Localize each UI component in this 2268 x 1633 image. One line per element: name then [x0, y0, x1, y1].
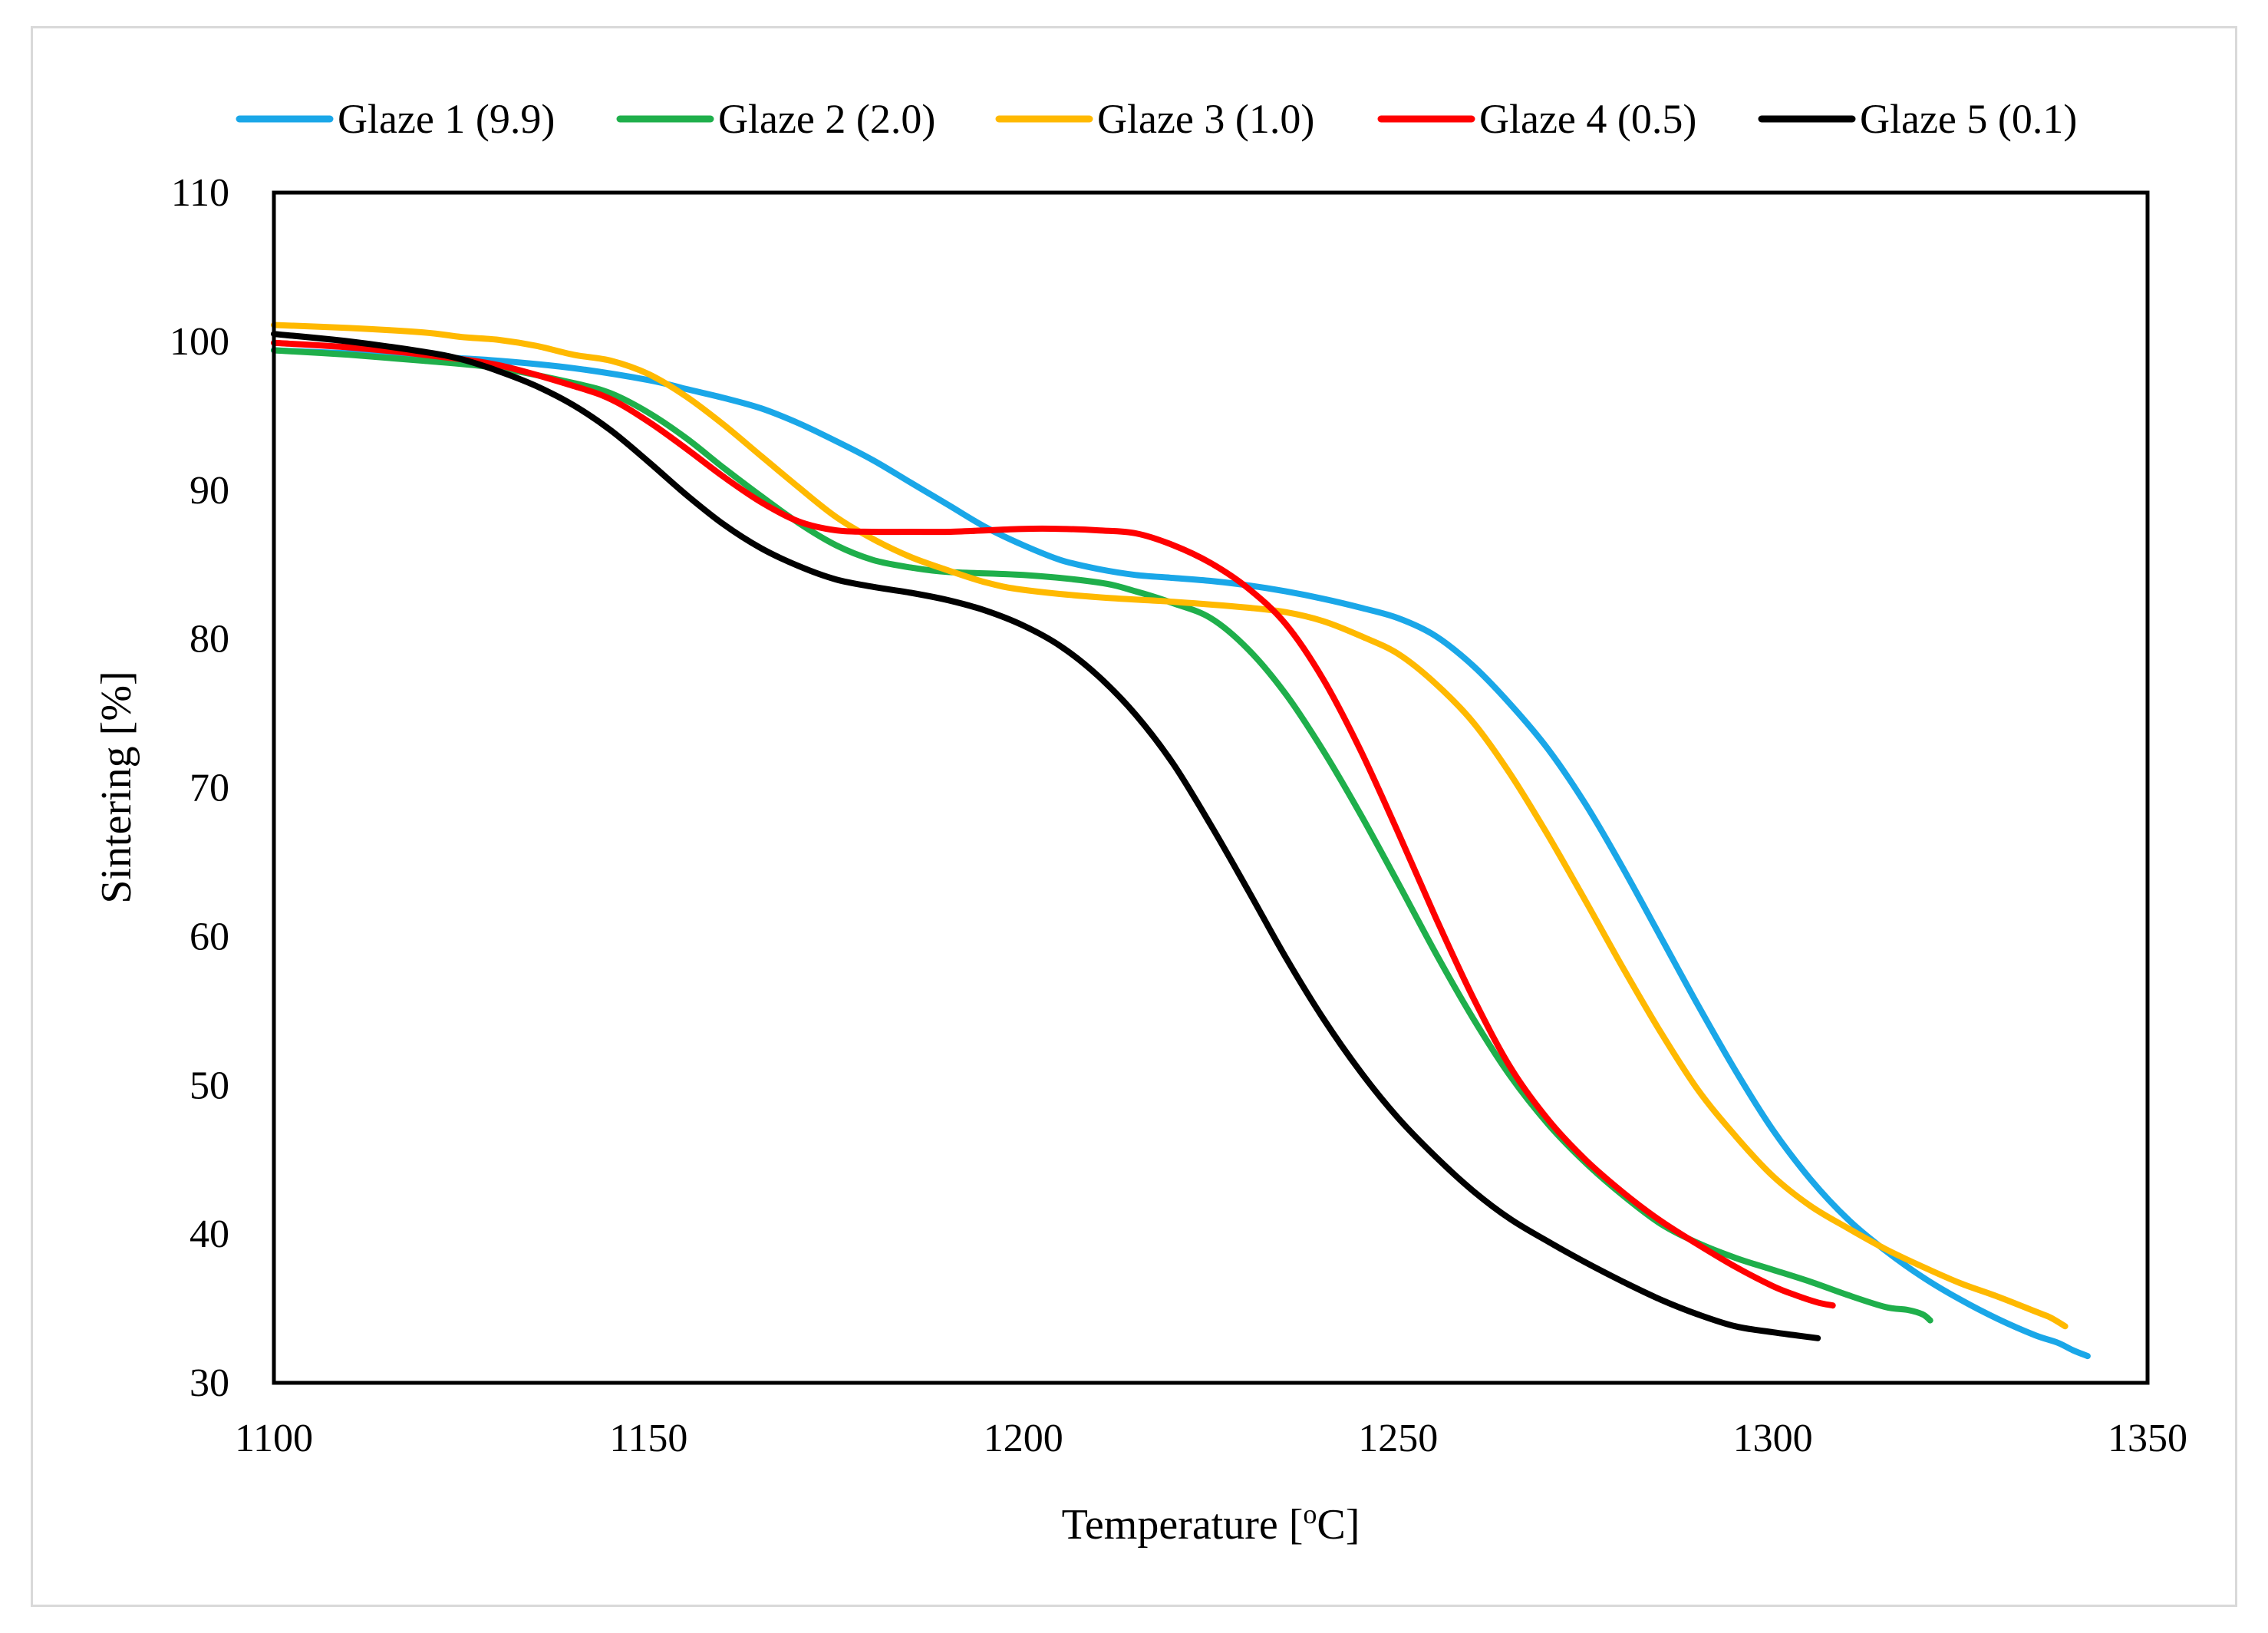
- series-line-glaze-4: [271, 339, 1836, 1309]
- series-line-glaze-5: [271, 331, 1821, 1341]
- x-axis-title-superscript: o: [1303, 1499, 1317, 1529]
- series-line-glaze-3: [271, 322, 2069, 1330]
- y-tick-label: 30: [190, 1361, 229, 1405]
- y-tick-label: 90: [190, 469, 229, 513]
- legend-label-glaze-3: Glaze 3 (1.0): [1097, 96, 1314, 142]
- y-tick-label: 100: [170, 320, 229, 364]
- x-axis-title-main: Temperature [: [1062, 1501, 1304, 1549]
- x-tick-label: 1200: [984, 1417, 1063, 1460]
- legend-label-glaze-2: Glaze 2 (2.0): [718, 96, 935, 142]
- y-tick-label: 50: [190, 1064, 229, 1107]
- y-axis-ticks: 30 40 50 60 70 80 90 100 110: [170, 171, 229, 1405]
- y-axis-title: Sintering [%]: [93, 671, 140, 903]
- legend-label-glaze-5: Glaze 5 (0.1): [1860, 96, 2077, 142]
- series-lines: [271, 322, 2091, 1360]
- x-axis-title: Temperature [oC]: [1062, 1499, 1360, 1549]
- x-tick-label: 1350: [2108, 1417, 2187, 1460]
- series-line-glaze-1: [271, 347, 2091, 1360]
- y-tick-label: 110: [171, 171, 229, 215]
- legend-label-glaze-1: Glaze 1 (9.9): [338, 96, 555, 142]
- y-tick-label: 40: [190, 1212, 229, 1256]
- x-axis-title-tail: C]: [1317, 1501, 1360, 1549]
- legend-label-glaze-4: Glaze 4 (0.5): [1479, 96, 1696, 142]
- x-tick-label: 1300: [1733, 1417, 1813, 1460]
- x-tick-label: 1100: [235, 1417, 313, 1460]
- x-tick-label: 1250: [1358, 1417, 1438, 1460]
- legend: Glaze 1 (9.9) Glaze 2 (2.0) Glaze 3 (1.0) G…: [236, 96, 2077, 142]
- x-axis-ticks: 1100 1150 1200 1250 1300 1350: [235, 1417, 2187, 1460]
- y-tick-label: 70: [190, 767, 229, 810]
- series-line-glaze-2: [271, 347, 1933, 1324]
- y-tick-label: 60: [190, 915, 229, 958]
- y-tick-label: 80: [190, 618, 229, 661]
- plot-area-border: [272, 190, 2150, 1385]
- chart-frame: [31, 26, 2237, 1607]
- x-tick-label: 1150: [609, 1417, 687, 1460]
